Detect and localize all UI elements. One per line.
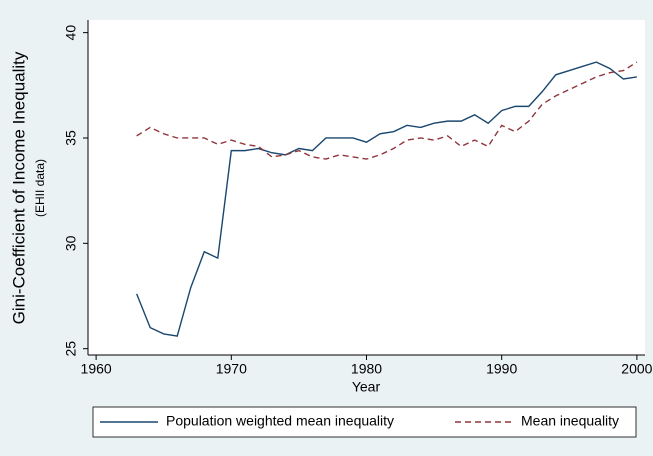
series-line — [136, 61, 637, 337]
series-line — [136, 61, 638, 160]
y-axis-subtitle: (EHII data) — [33, 159, 47, 217]
legend-label: Mean inequality — [521, 413, 619, 429]
y-tick-label: 35 — [63, 130, 79, 146]
x-tick-label: 1990 — [486, 361, 517, 377]
y-axis-title: Gini-Coefficient of Income Inequality — [9, 51, 28, 324]
x-tick-label: 2000 — [621, 361, 652, 377]
legend-label: Population weighted mean inequality — [166, 413, 394, 429]
x-tick-label: 1970 — [216, 361, 247, 377]
y-tick-label: 30 — [63, 235, 79, 251]
y-tick-label: 25 — [63, 341, 79, 357]
x-tick-label: 1960 — [81, 361, 112, 377]
legend — [92, 406, 637, 438]
y-tick-label: 40 — [63, 25, 79, 41]
x-axis-title: Year — [352, 379, 381, 395]
plot-area — [88, 20, 645, 355]
x-tick-label: 1980 — [351, 361, 382, 377]
